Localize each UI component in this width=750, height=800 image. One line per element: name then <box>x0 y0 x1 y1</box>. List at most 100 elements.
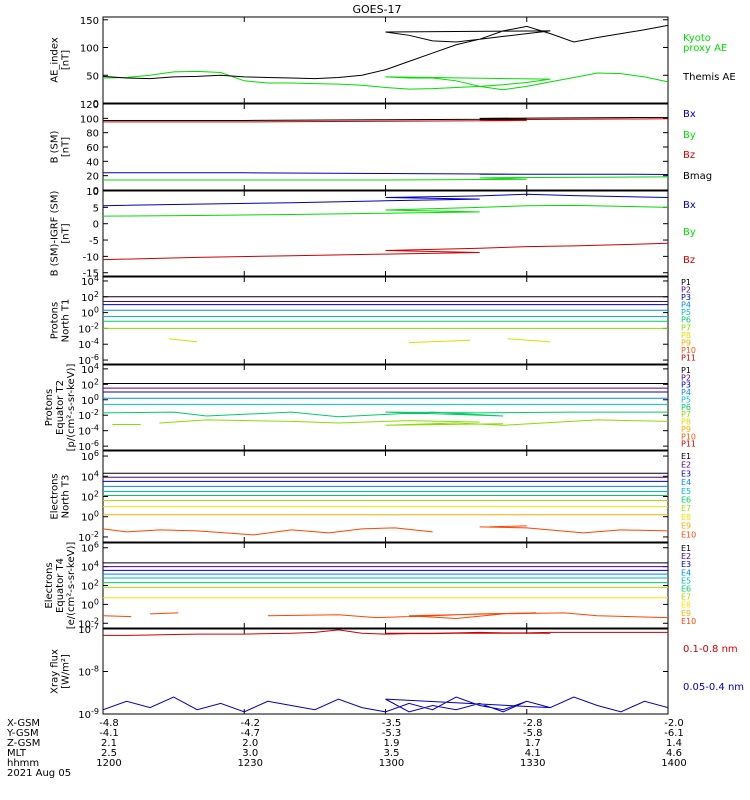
legend-item: By <box>683 130 696 141</box>
y-tick-label: 10-2 <box>78 408 99 422</box>
y-axis-label: [nT] <box>61 223 72 243</box>
x-row-value: -6.1 <box>664 728 684 739</box>
legend-p2: P2 <box>681 373 691 382</box>
series-bx <box>103 193 668 207</box>
legend: Bx By Bz <box>683 200 696 266</box>
x-row-value: 2.0 <box>242 738 258 749</box>
legend-p5: P5 <box>681 395 691 404</box>
legend-p9: P9 <box>681 425 691 434</box>
series-e10-segment <box>150 612 179 615</box>
legend-e6: E6 <box>681 496 691 505</box>
x-row-value: 2.5 <box>101 748 117 759</box>
x-row-value: 2.1 <box>101 738 117 749</box>
series-group <box>103 562 668 620</box>
y-tick-label: 40 <box>86 157 99 168</box>
series-0-05-0-4-nm <box>103 696 668 713</box>
series-p8-segment <box>168 338 198 343</box>
y-axis-label: B (SM) <box>50 130 61 163</box>
series-group <box>103 629 668 713</box>
y-tick-label: 0 <box>93 99 99 110</box>
legend-p1: P1 <box>681 366 691 375</box>
legend-p4: P4 <box>681 388 691 397</box>
y-tick-label: 100 <box>81 510 99 524</box>
legend-p10: P10 <box>681 346 696 355</box>
series-group <box>103 472 668 536</box>
y-tick-label: 100 <box>80 44 99 55</box>
series-by <box>103 175 668 181</box>
y-axis-label: [W/m²] <box>61 654 72 689</box>
series-e10-segment <box>103 615 132 618</box>
y-tick-label: 0 <box>93 220 99 231</box>
y-axis-label: Equator T4 <box>55 558 66 613</box>
legend-e9: E9 <box>681 609 691 618</box>
panel-xr: 10-9 10-8 10-7 Xray flux [W/m²] 0.1-0.8 nm 0.0… <box>50 622 745 721</box>
legend-p6: P6 <box>681 316 691 325</box>
series-bz <box>103 236 668 261</box>
y-tick-label: 104 <box>81 469 99 483</box>
series-kyoto-proxy-ae <box>103 70 668 91</box>
y-tick-label: 100 <box>81 393 99 407</box>
y-tick-label: 80 <box>86 129 99 140</box>
legend-p1: P1 <box>681 278 691 287</box>
y-axis-label: AE_index <box>50 37 61 83</box>
series-themis-ae <box>103 24 668 80</box>
y-tick-label: 100 <box>80 114 99 125</box>
y-tick-label: 104 <box>81 362 99 376</box>
legend-e7: E7 <box>681 504 691 513</box>
y-tick-label: 10-6 <box>78 353 99 367</box>
x-row-value: 1400 <box>661 758 686 769</box>
x-row-value: -2.0 <box>664 718 684 729</box>
legend-item: Bz <box>683 255 695 266</box>
x-row-value: 1230 <box>238 758 263 769</box>
x-row-value: 1.7 <box>525 738 541 749</box>
legend-p11: P11 <box>681 440 696 449</box>
panel-frame <box>102 276 669 365</box>
legend-e5: E5 <box>681 576 691 585</box>
legend-e10: E10 <box>681 530 696 539</box>
y-tick-label: 50 <box>86 71 99 82</box>
series-p7-segment <box>385 419 668 426</box>
x-row-value: 3.5 <box>384 748 400 759</box>
y-tick-label: 10-2 <box>78 616 99 630</box>
series-group <box>103 296 668 344</box>
legend: Bx By Bz Bmag <box>683 109 712 182</box>
panel-ee: 10-2 100 102 104 106 Electrons Equator T4 [e/(c… <box>44 541 696 631</box>
y-axis-label: North T3 <box>61 475 72 519</box>
series-e10-segment <box>489 525 527 528</box>
y-tick-label: 102 <box>81 490 99 504</box>
x-row-label: Y-GSM <box>6 728 39 739</box>
y-axis-label: Equator T2 <box>55 380 66 435</box>
x-row-value: -4.1 <box>99 728 119 739</box>
legend-p2: P2 <box>681 286 691 295</box>
x-row-label: X-GSM <box>7 718 40 729</box>
y-tick-label: 102 <box>81 579 99 593</box>
legend-item: proxy AE <box>683 43 727 54</box>
y-tick-label: 104 <box>81 274 99 288</box>
legend-e3: E3 <box>681 469 691 478</box>
y-axis-label: [nT] <box>61 137 72 157</box>
y-tick-label: 106 <box>81 541 99 555</box>
series-e10-segment <box>267 612 668 620</box>
y-tick-label: 10-7 <box>78 622 99 636</box>
series-group <box>103 383 668 426</box>
legend-item: Bx <box>683 200 696 211</box>
y-axis-label: [nT] <box>61 50 72 70</box>
date-label: 2021 Aug 05 <box>7 768 71 779</box>
y-tick-label: 102 <box>81 377 99 391</box>
x-row-value: -2.8 <box>523 718 543 729</box>
y-tick-label: 0 <box>93 186 99 197</box>
x-row-value: 1330 <box>520 758 545 769</box>
legend-p7: P7 <box>681 410 691 419</box>
legend-p8: P8 <box>681 418 691 427</box>
legend-p9: P9 <box>681 338 691 347</box>
y-tick-label: 106 <box>81 449 99 463</box>
legend-e5: E5 <box>681 487 691 496</box>
legend-item: Themis AE <box>682 72 736 83</box>
series-p8-segment <box>507 338 551 343</box>
y-axis-label: [p/(cm²-s-sr-keV)] <box>66 364 77 452</box>
legend-item: By <box>683 227 696 238</box>
